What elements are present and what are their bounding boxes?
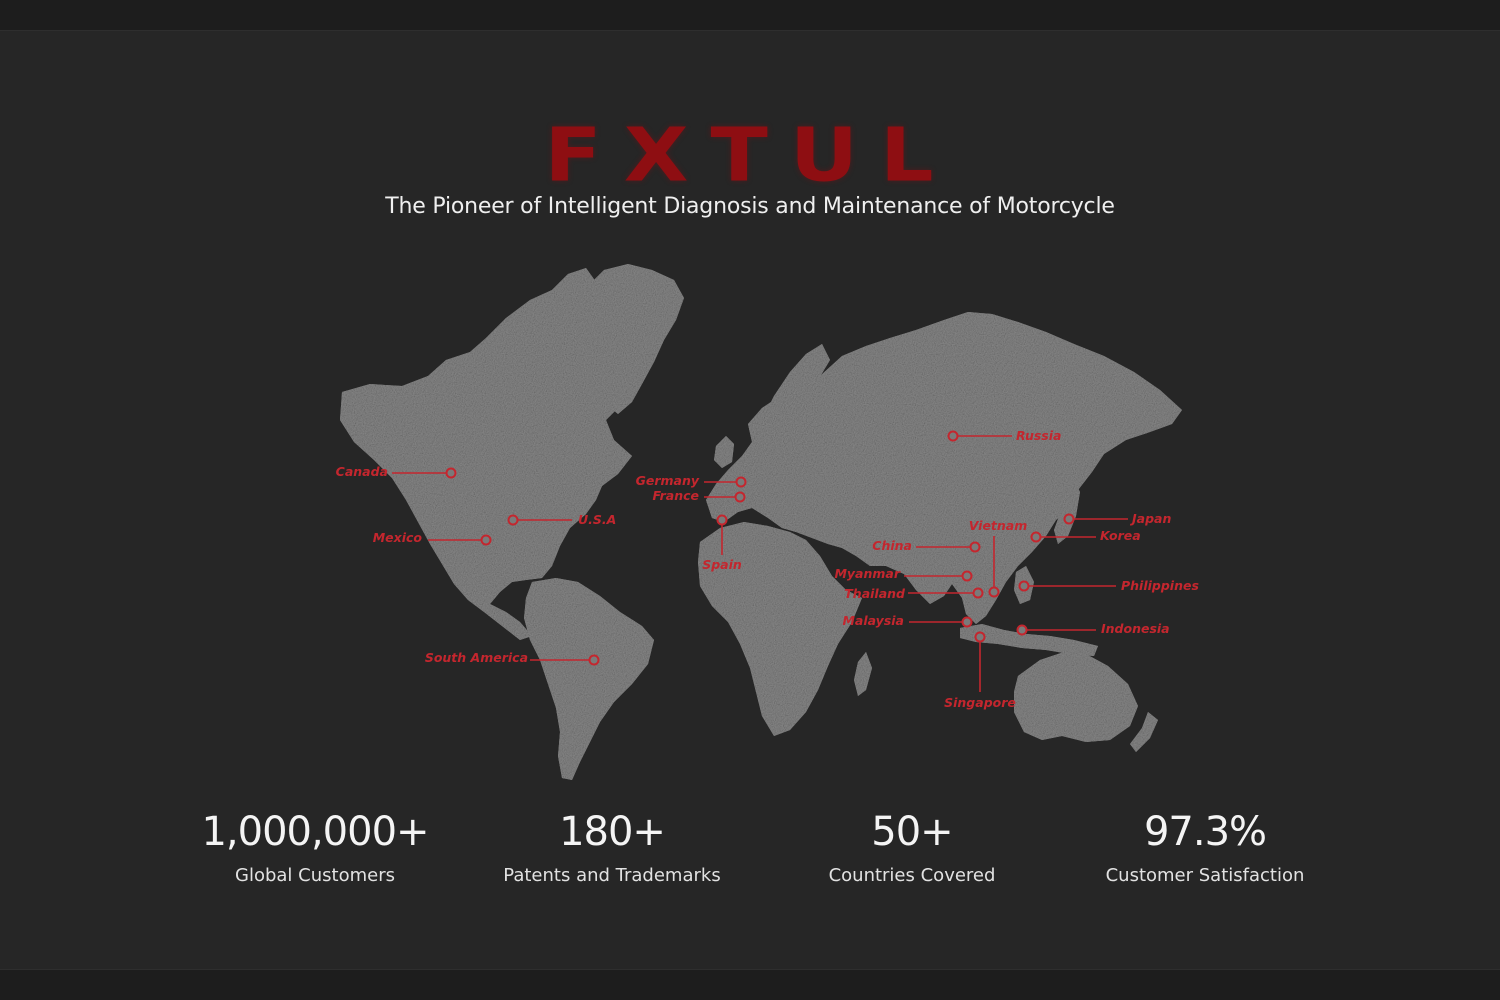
stat-countries: 50+ Countries Covered [752,808,1072,888]
map-marker-mexico: Mexico [373,530,492,546]
scandinavia-shape [762,344,830,440]
marker-dot [961,570,973,582]
marker-dot [1063,513,1075,525]
marker-dot [480,534,492,546]
marker-dot [507,514,519,526]
map-marker-singapore: Singapore [944,631,1016,710]
stat-satisfaction: 97.3% Customer Satisfaction [1045,808,1365,888]
marker-dot [735,476,747,488]
marker-dot [1016,624,1028,636]
eurasia-shape [706,312,1182,624]
marker-label: France [652,488,699,503]
map-marker-canada: Canada [336,464,457,479]
marker-dot [947,430,959,442]
map-marker-france: France [652,488,746,503]
map-marker-spain: Spain [702,514,742,572]
marker-dot [972,587,984,599]
stat-value: 1,000,000+ [201,809,429,855]
stat-value: 180+ [559,809,666,855]
map-marker-myanmar: Myanmar [834,566,973,582]
marker-label: Mexico [373,530,423,545]
marker-label: Thailand [844,586,906,601]
japan-shape [1054,476,1080,544]
brand-tagline: The Pioneer of Intelligent Diagnosis and… [385,194,1115,219]
africa-shape [698,522,862,736]
marker-dot [974,631,986,643]
stat-label: Countries Covered [828,865,996,886]
greenland-shape [588,264,684,414]
map-marker-south-america: South America [425,650,600,666]
marker-dot [969,541,981,553]
continents [340,264,1182,780]
marker-layer: Canada U.S.A Mexico South America GermanyFra… [336,428,1199,710]
map-marker-germany: Germany [636,473,747,488]
marker-label: South America [425,650,528,665]
map-marker-russia: Russia [947,428,1061,443]
stat-label: Patents and Trademarks [503,865,721,886]
stat-label: Customer Satisfaction [1105,865,1305,886]
marker-label: Russia [1016,428,1061,443]
marker-dot [716,514,728,526]
north-america-shape [340,268,636,640]
stat-global-customers: 1,000,000+ Global Customers [155,808,475,888]
marker-label: Korea [1100,528,1141,543]
map-marker-philippines: Philippines [1018,578,1199,593]
stat-value: 50+ [871,809,953,855]
marker-label: Malaysia [842,613,904,628]
map-marker-thailand: Thailand [844,586,984,601]
map-marker-malaysia: Malaysia [842,613,973,628]
marker-dot [588,654,600,666]
stat-label: Global Customers [235,865,395,886]
indonesia-shape [960,624,1098,656]
new-zealand-shape [1130,712,1158,752]
marker-dot [988,586,1000,598]
marker-label: Singapore [944,695,1016,710]
australia-shape [1014,652,1138,742]
map-marker-vietnam: Vietnam [969,518,1028,598]
marker-label: Myanmar [834,566,900,581]
marker-label: Canada [336,464,388,479]
brand-logo: FXTUL [544,111,956,199]
marker-label: Japan [1129,511,1171,526]
marker-dot [1030,531,1042,543]
marker-dot [961,616,973,628]
stat-value: 97.3% [1143,809,1267,855]
marker-label: China [872,538,912,553]
marker-dot [734,491,746,503]
marker-label: Germany [636,473,700,488]
marker-dot [1018,580,1030,592]
marker-dot [445,467,457,479]
uk-shape [714,436,734,468]
stat-patents: 180+ Patents and Trademarks [452,808,772,888]
marker-label: Indonesia [1101,621,1170,636]
madagascar-shape [854,652,872,696]
map-marker-korea: Korea [1030,528,1141,543]
map-marker-japan: Japan [1063,511,1171,526]
map-marker-usa: U.S.A [507,512,616,527]
marker-label: Spain [702,557,742,572]
map-marker-indonesia: Indonesia [1016,621,1170,636]
map-marker-china: China [872,538,981,553]
south-america-shape [524,578,654,780]
marker-label: U.S.A [578,512,616,527]
marker-label: Vietnam [969,518,1028,533]
marker-label: Philippines [1121,578,1199,593]
